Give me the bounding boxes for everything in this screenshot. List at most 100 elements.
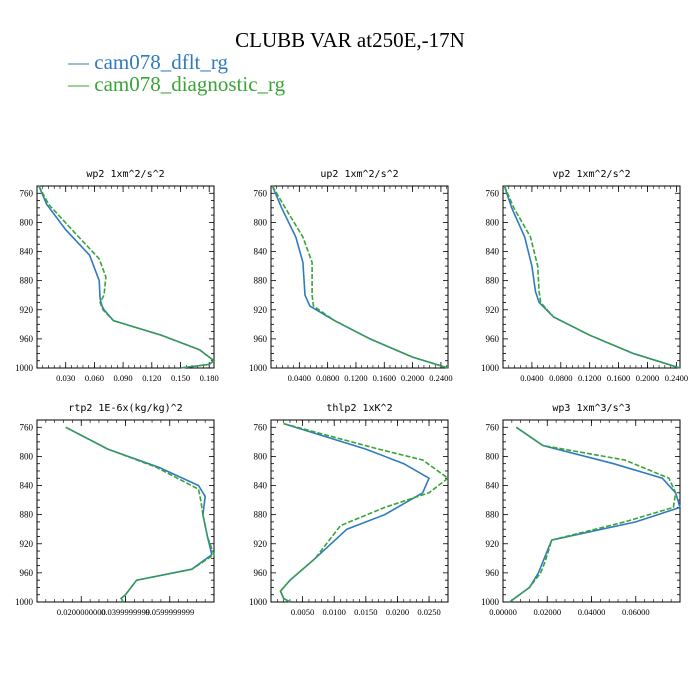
y-tick-label: 760: [254, 188, 268, 198]
y-tick-label: 880: [20, 276, 34, 286]
x-tick-label: 0.0050: [291, 607, 314, 617]
x-tick-label: 0.0200: [386, 607, 409, 617]
y-tick-label: 800: [20, 217, 34, 227]
y-tick-label: 920: [20, 539, 34, 549]
y-tick-label: 960: [486, 568, 500, 578]
y-tick-label: 1000: [249, 363, 268, 373]
y-tick-label: 840: [486, 247, 500, 257]
panel-frame: [36, 185, 215, 369]
x-tick-label: 0.150: [171, 373, 190, 383]
y-tick-label: 1000: [481, 597, 500, 607]
panel-title: wp3 1xm^3/s^3: [552, 403, 630, 414]
series-line-diagnostic: [271, 185, 449, 369]
y-tick-label: 880: [20, 510, 34, 520]
x-tick-label: 0.2400: [665, 373, 688, 383]
y-tick-label: 840: [20, 247, 34, 257]
y-tick-label: 760: [486, 188, 500, 198]
y-tick-label: 920: [254, 305, 268, 315]
x-tick-label: 0.2400: [429, 373, 452, 383]
x-tick-label: 0.0400: [520, 373, 543, 383]
x-tick-label: 0.120: [142, 373, 161, 383]
y-tick-label: 960: [254, 334, 268, 344]
panel-title: vp2 1xm^2/s^2: [552, 169, 630, 180]
y-tick-label: 800: [254, 451, 268, 461]
legend-entry-dflt: — cam078_dflt_rg: [68, 50, 229, 74]
series-line-diagnostic: [65, 426, 215, 603]
y-tick-label: 760: [486, 422, 500, 432]
y-tick-label: 880: [486, 510, 500, 520]
series-line-dflt: [65, 426, 213, 603]
x-tick-label: 0.1600: [373, 373, 396, 383]
x-tick-label: 0.0800: [549, 373, 572, 383]
x-tick-label: 0.1200: [344, 373, 367, 383]
x-tick-label: 0.0200000000: [57, 607, 106, 617]
x-tick-label: 0.00000: [489, 607, 517, 617]
x-tick-label: 0.0399999999: [101, 607, 150, 617]
x-tick-label: 0.2000: [636, 373, 659, 383]
y-tick-label: 1000: [15, 363, 34, 373]
y-tick-label: 800: [486, 217, 500, 227]
legend-label-diagnostic: cam078_diagnostic_rg: [94, 72, 286, 96]
legend-entry-diagnostic: — cam078_diagnostic_rg: [68, 72, 286, 96]
y-tick-label: 840: [20, 481, 34, 491]
series-line-diagnostic: [509, 426, 677, 603]
y-tick-label: 880: [486, 276, 500, 286]
panel-title: wp2 1xm^2/s^2: [86, 169, 164, 180]
legend-label-dflt: cam078_dflt_rg: [94, 50, 229, 74]
x-tick-label: 0.0250: [417, 607, 440, 617]
y-tick-label: 800: [254, 217, 268, 227]
x-tick-label: 0.0400: [288, 373, 311, 383]
x-tick-label: 0.1200: [578, 373, 601, 383]
y-tick-label: 960: [20, 568, 34, 578]
y-tick-label: 960: [20, 334, 34, 344]
y-tick-label: 800: [20, 451, 34, 461]
x-tick-label: 0.060: [85, 373, 104, 383]
y-tick-label: 840: [486, 481, 500, 491]
y-tick-label: 880: [254, 276, 268, 286]
x-tick-label: 0.06000: [622, 607, 650, 617]
x-tick-label: 0.02000: [533, 607, 561, 617]
y-tick-label: 1000: [249, 597, 268, 607]
figure-title: CLUBB VAR at250E,-17N: [235, 28, 465, 52]
panel-frame: [36, 419, 215, 603]
x-tick-label: 0.1600: [607, 373, 630, 383]
panel-frame: [502, 419, 681, 603]
x-tick-label: 0.090: [114, 373, 133, 383]
panel-title: rtp2 1E-6x(kg/kg)^2: [68, 403, 182, 414]
series-line-diagnostic: [503, 185, 681, 369]
y-tick-label: 760: [20, 188, 34, 198]
x-tick-label: 0.180: [200, 373, 219, 383]
y-tick-label: 760: [254, 422, 268, 432]
series-line-dflt: [38, 185, 216, 369]
y-tick-label: 920: [486, 539, 500, 549]
panel-frame: [270, 185, 449, 369]
y-tick-label: 880: [254, 510, 268, 520]
series-line-dflt: [503, 185, 681, 369]
y-tick-label: 960: [254, 568, 268, 578]
y-tick-label: 920: [486, 305, 500, 315]
series-line-diagnostic: [38, 185, 216, 369]
y-tick-label: 920: [20, 305, 34, 315]
y-tick-label: 760: [20, 422, 34, 432]
series-line-dflt: [271, 185, 449, 369]
series-line-diagnostic: [279, 422, 450, 603]
x-tick-label: 0.0100: [323, 607, 346, 617]
x-tick-label: 0.0800: [316, 373, 339, 383]
x-tick-label: 0.0150: [354, 607, 377, 617]
series-line-dflt: [279, 422, 431, 603]
y-tick-label: 840: [254, 481, 268, 491]
panel-title: thlp2 1xK^2: [326, 403, 392, 414]
panel-frame: [502, 185, 681, 369]
series-line-dflt: [509, 426, 681, 603]
y-tick-label: 800: [486, 451, 500, 461]
x-tick-label: 0.04000: [578, 607, 606, 617]
y-tick-label: 1000: [15, 597, 34, 607]
x-tick-label: 0.0599999999: [145, 607, 194, 617]
x-tick-label: 0.2000: [401, 373, 424, 383]
y-tick-label: 1000: [481, 363, 500, 373]
panel-title: up2 1xm^2/s^2: [320, 169, 398, 180]
y-tick-label: 920: [254, 539, 268, 549]
y-tick-label: 960: [486, 334, 500, 344]
y-tick-label: 840: [254, 247, 268, 257]
